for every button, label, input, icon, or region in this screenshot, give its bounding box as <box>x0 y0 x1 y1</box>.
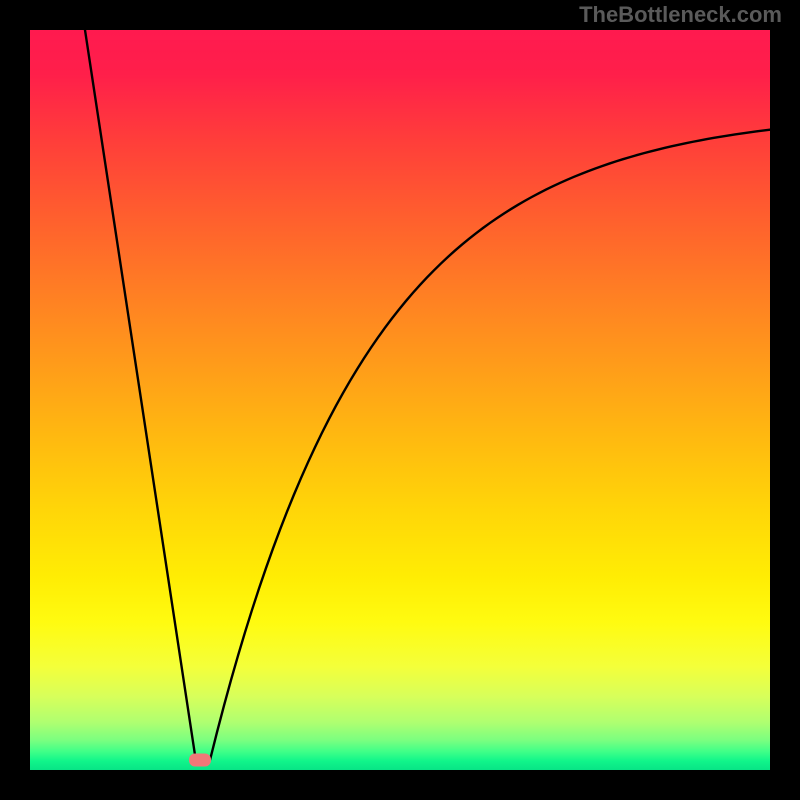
watermark-text: TheBottleneck.com <box>579 2 782 28</box>
minimum-marker <box>189 754 211 767</box>
bottleneck-chart <box>0 0 800 800</box>
chart-container: TheBottleneck.com <box>0 0 800 800</box>
